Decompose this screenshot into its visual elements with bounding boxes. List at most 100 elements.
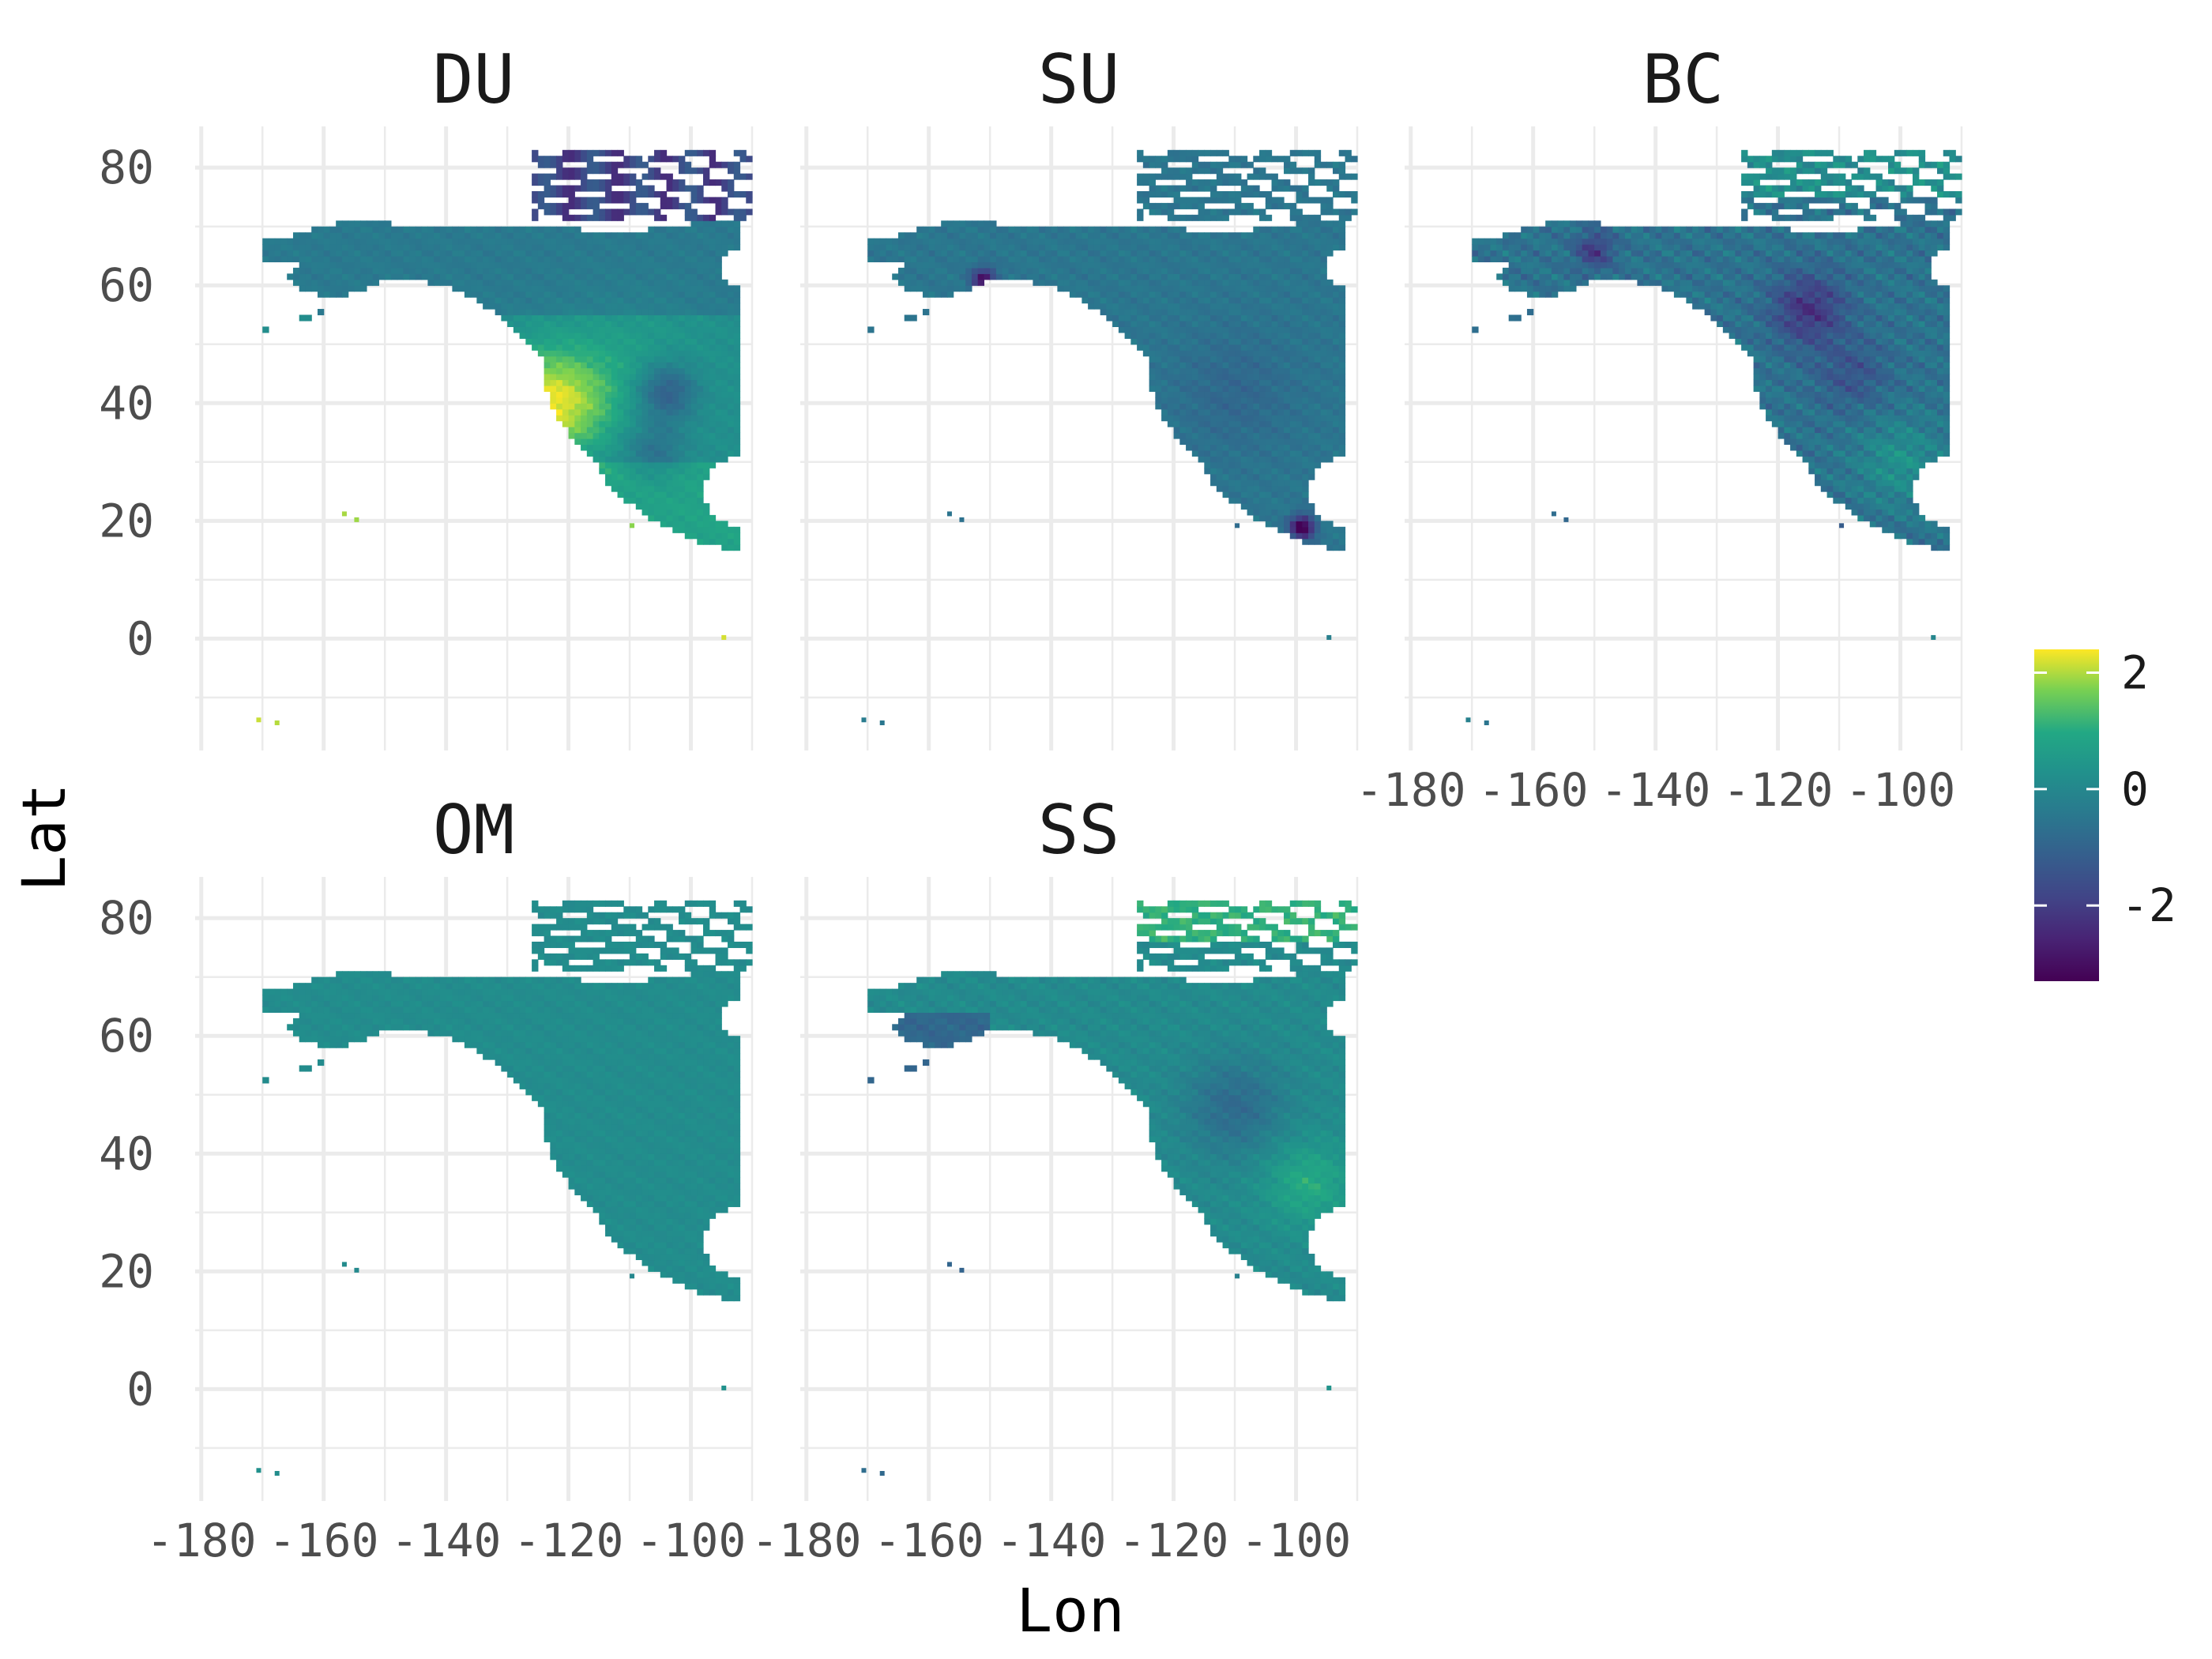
heatmap-cell [1137, 285, 1144, 292]
heatmap-cell [1173, 285, 1180, 292]
heatmap-cell [605, 314, 612, 322]
heatmap-cell [1820, 485, 1828, 492]
heatmap-cell [1820, 403, 1828, 410]
heatmap-cell [574, 438, 581, 446]
heatmap-cell [488, 232, 496, 239]
heatmap-cell [635, 420, 643, 427]
heatmap-cell [348, 238, 356, 245]
heatmap-cell [1314, 432, 1322, 439]
heatmap-cell [1210, 450, 1217, 457]
heatmap-cell [458, 285, 465, 292]
heatmap-cell [703, 303, 710, 310]
heatmap-cell [299, 273, 307, 280]
heatmap-cell [1155, 291, 1162, 298]
heatmap-cell [1815, 403, 1822, 410]
heatmap-cell [434, 279, 441, 286]
heatmap-cell [1235, 473, 1242, 480]
heatmap-cell [1326, 338, 1334, 345]
heatmap-cell [1265, 202, 1273, 209]
heatmap-cell [550, 367, 557, 374]
heatmap-cell [1173, 362, 1180, 369]
heatmap-cell [1093, 244, 1101, 251]
heatmap-cell [1338, 403, 1346, 410]
heatmap-cell [562, 232, 570, 239]
heatmap-cell [721, 314, 728, 322]
heatmap-cell [709, 350, 717, 357]
heatmap-cell [904, 267, 912, 274]
heatmap-cell [928, 232, 936, 239]
heatmap-cell [1296, 420, 1303, 427]
heatmap-cell [532, 250, 539, 257]
heatmap-cell [1338, 367, 1346, 374]
heatmap-cell [635, 461, 643, 468]
heatmap-cell [1198, 391, 1205, 398]
heatmap-cell [550, 161, 557, 168]
heatmap-cell [525, 250, 532, 257]
heatmap-cell [581, 403, 588, 410]
heatmap-cell [1240, 379, 1248, 386]
heatmap-cell [1796, 444, 1804, 451]
heatmap-cell [1894, 391, 1902, 398]
heatmap-cell [1333, 526, 1340, 533]
heatmap-cell [709, 255, 717, 263]
heatmap-cell [556, 161, 563, 168]
heatmap-cell [630, 385, 637, 392]
heatmap-cell [1333, 320, 1340, 327]
heatmap-cell [672, 185, 679, 192]
heatmap-cell [488, 267, 496, 274]
heatmap-cell [635, 391, 643, 398]
heatmap-cell [1869, 427, 1877, 434]
heatmap-cell [715, 220, 722, 228]
heatmap-cell [1259, 480, 1266, 487]
heatmap-cell [641, 273, 649, 280]
heatmap-cell [1289, 326, 1297, 333]
heatmap-cell [1253, 432, 1260, 439]
heatmap-cell [1179, 326, 1187, 333]
heatmap-cell [995, 250, 1003, 257]
heatmap-cell [1882, 514, 1889, 521]
heatmap-cell [971, 226, 979, 233]
heatmap-cell [1253, 232, 1260, 239]
heatmap-cell [1253, 356, 1260, 363]
heatmap-cell [946, 511, 952, 517]
heatmap-cell [305, 285, 312, 292]
heatmap-cell [672, 514, 679, 521]
heatmap-cell [1875, 450, 1883, 457]
heatmap-cell [733, 291, 741, 298]
heatmap-cell [592, 326, 600, 333]
heatmap-cell [568, 285, 575, 292]
heatmap-cell [1014, 261, 1021, 269]
heatmap-cell [1186, 297, 1193, 304]
heatmap-cell [1820, 450, 1828, 457]
heatmap-cell [1296, 468, 1303, 475]
heatmap-cell [1277, 502, 1285, 510]
heatmap-cell [1222, 179, 1229, 186]
heatmap-cell [1888, 432, 1895, 439]
heatmap-cell [1033, 226, 1040, 233]
heatmap-cell [703, 332, 710, 339]
heatmap-cell [1808, 461, 1815, 468]
heatmap-cell [623, 303, 630, 310]
heatmap-cell [1308, 220, 1315, 228]
heatmap-cell [1875, 391, 1883, 398]
heatmap-cell [592, 403, 600, 410]
heatmap-cell [1833, 444, 1840, 451]
heatmap-cell [611, 197, 619, 204]
heatmap-cell [1277, 521, 1285, 528]
heatmap-cell [617, 309, 624, 316]
heatmap-cell [1869, 403, 1877, 410]
heatmap-cell [1771, 415, 1779, 422]
heatmap-cell [1173, 338, 1180, 345]
heatmap-cell [672, 480, 679, 487]
heatmap-cell [1314, 344, 1322, 351]
heatmap-cell [1161, 379, 1168, 386]
heatmap-cell [623, 491, 630, 498]
heatmap-cell [1082, 255, 1089, 263]
heatmap-cell [1069, 285, 1077, 292]
heatmap-cell [1333, 379, 1340, 386]
heatmap-cell [916, 273, 924, 280]
heatmap-cell [581, 202, 588, 209]
heatmap-cell [1088, 303, 1095, 310]
heatmap-cell [1815, 450, 1822, 457]
heatmap-cell [630, 427, 637, 434]
